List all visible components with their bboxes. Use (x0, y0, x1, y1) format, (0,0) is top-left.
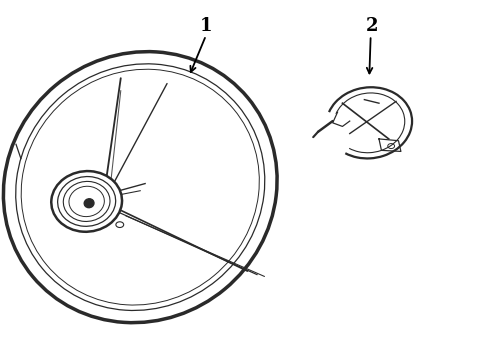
Text: 2: 2 (366, 17, 378, 35)
Ellipse shape (69, 186, 104, 217)
Ellipse shape (63, 181, 110, 221)
Text: 1: 1 (200, 17, 212, 35)
Circle shape (116, 222, 123, 228)
Ellipse shape (84, 199, 94, 208)
Ellipse shape (51, 171, 122, 232)
Ellipse shape (58, 176, 116, 226)
